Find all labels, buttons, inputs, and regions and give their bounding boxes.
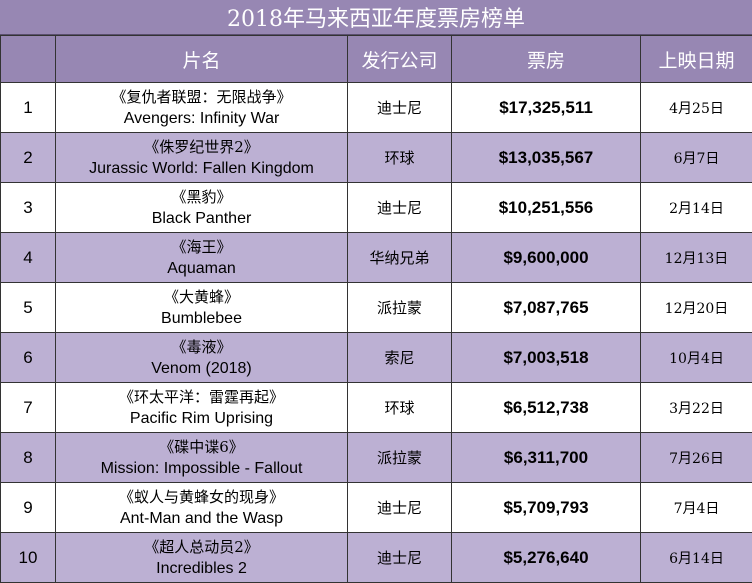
film-cell: 《大黄蜂》Bumblebee xyxy=(56,283,348,333)
gross-cell: $6,512,738 xyxy=(452,383,641,433)
company-cell: 派拉蒙 xyxy=(348,433,452,483)
gross-cell: $10,251,556 xyxy=(452,183,641,233)
film-title-cn: 《复仇者联盟：无限战争》 xyxy=(56,86,347,108)
rank-cell: 1 xyxy=(1,83,56,133)
film-title-cn: 《蚁人与黄蜂女的现身》 xyxy=(56,486,347,508)
company-cell: 迪士尼 xyxy=(348,483,452,533)
rank-cell: 7 xyxy=(1,383,56,433)
gross-cell: $7,087,765 xyxy=(452,283,641,333)
release-date-cell: 12月20日 xyxy=(641,283,752,333)
box-office-table: 片名 发行公司 票房 上映日期 1《复仇者联盟：无限战争》Avengers: I… xyxy=(0,35,752,583)
film-title-en: Incredibles 2 xyxy=(56,558,347,580)
company-cell: 迪士尼 xyxy=(348,183,452,233)
release-date-cell: 2月14日 xyxy=(641,183,752,233)
release-date-cell: 6月14日 xyxy=(641,533,752,583)
rank-cell: 8 xyxy=(1,433,56,483)
gross-cell: $6,311,700 xyxy=(452,433,641,483)
film-cell: 《超人总动员2》Incredibles 2 xyxy=(56,533,348,583)
film-title-en: Venom (2018) xyxy=(56,358,347,380)
film-cell: 《环太平洋：雷霆再起》Pacific Rim Uprising xyxy=(56,383,348,433)
release-date-cell: 12月13日 xyxy=(641,233,752,283)
gross-cell: $5,276,640 xyxy=(452,533,641,583)
film-title-cn: 《大黄蜂》 xyxy=(56,286,347,308)
film-title-en: Bumblebee xyxy=(56,308,347,330)
rank-cell: 3 xyxy=(1,183,56,233)
rank-cell: 10 xyxy=(1,533,56,583)
film-title-cn: 《海王》 xyxy=(56,236,347,258)
header-company: 发行公司 xyxy=(348,36,452,83)
table-title: 2018年马来西亚年度票房榜单 xyxy=(0,0,752,35)
rank-cell: 5 xyxy=(1,283,56,333)
release-date-cell: 10月4日 xyxy=(641,333,752,383)
company-cell: 华纳兄弟 xyxy=(348,233,452,283)
release-date-cell: 6月7日 xyxy=(641,133,752,183)
header-date: 上映日期 xyxy=(641,36,752,83)
film-cell: 《复仇者联盟：无限战争》Avengers: Infinity War xyxy=(56,83,348,133)
company-cell: 索尼 xyxy=(348,333,452,383)
header-film: 片名 xyxy=(56,36,348,83)
header-rank xyxy=(1,36,56,83)
company-cell: 迪士尼 xyxy=(348,533,452,583)
gross-cell: $9,600,000 xyxy=(452,233,641,283)
film-title-en: Jurassic World: Fallen Kingdom xyxy=(56,158,347,180)
header-gross: 票房 xyxy=(452,36,641,83)
film-title-en: Pacific Rim Uprising xyxy=(56,408,347,430)
rank-cell: 2 xyxy=(1,133,56,183)
film-title-cn: 《环太平洋：雷霆再起》 xyxy=(56,386,347,408)
film-title-cn: 《黑豹》 xyxy=(56,186,347,208)
company-cell: 环球 xyxy=(348,383,452,433)
company-cell: 环球 xyxy=(348,133,452,183)
gross-cell: $17,325,511 xyxy=(452,83,641,133)
release-date-cell: 3月22日 xyxy=(641,383,752,433)
film-title-cn: 《碟中谍6》 xyxy=(56,436,347,458)
header-row: 片名 发行公司 票房 上映日期 xyxy=(1,36,752,83)
release-date-cell: 7月4日 xyxy=(641,483,752,533)
film-cell: 《黑豹》Black Panther xyxy=(56,183,348,233)
film-title-cn: 《超人总动员2》 xyxy=(56,536,347,558)
film-title-cn: 《侏罗纪世界2》 xyxy=(56,136,347,158)
gross-cell: $7,003,518 xyxy=(452,333,641,383)
film-title-en: Ant-Man and the Wasp xyxy=(56,508,347,530)
gross-cell: $13,035,567 xyxy=(452,133,641,183)
film-title-en: Avengers: Infinity War xyxy=(56,108,347,130)
company-cell: 派拉蒙 xyxy=(348,283,452,333)
film-cell: 《蚁人与黄蜂女的现身》Ant-Man and the Wasp xyxy=(56,483,348,533)
film-cell: 《碟中谍6》Mission: Impossible - Fallout xyxy=(56,433,348,483)
film-title-en: Black Panther xyxy=(56,208,347,230)
release-date-cell: 7月26日 xyxy=(641,433,752,483)
film-title-en: Mission: Impossible - Fallout xyxy=(56,458,347,480)
rank-cell: 9 xyxy=(1,483,56,533)
film-title-cn: 《毒液》 xyxy=(56,336,347,358)
company-cell: 迪士尼 xyxy=(348,83,452,133)
film-cell: 《毒液》Venom (2018) xyxy=(56,333,348,383)
film-cell: 《侏罗纪世界2》Jurassic World: Fallen Kingdom xyxy=(56,133,348,183)
release-date-cell: 4月25日 xyxy=(641,83,752,133)
gross-cell: $5,709,793 xyxy=(452,483,641,533)
film-cell: 《海王》Aquaman xyxy=(56,233,348,283)
rank-cell: 4 xyxy=(1,233,56,283)
rank-cell: 6 xyxy=(1,333,56,383)
film-title-en: Aquaman xyxy=(56,258,347,280)
